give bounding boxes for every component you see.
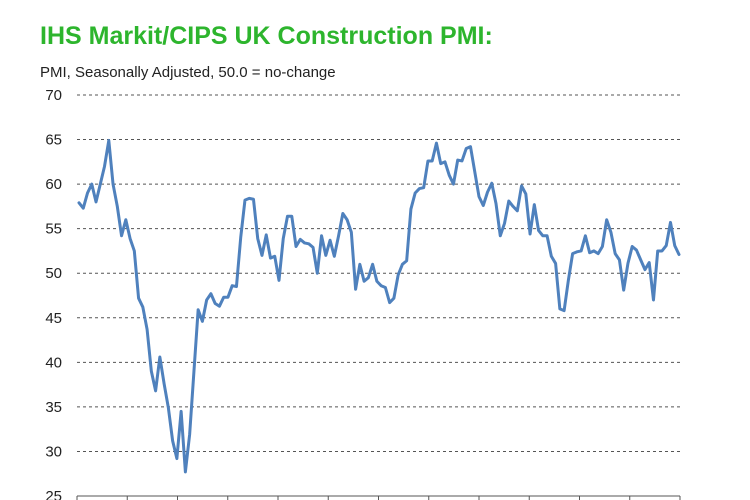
series-line [77, 138, 681, 474]
x-axis [76, 495, 681, 500]
y-tick-label: 60 [45, 176, 62, 193]
y-tick-label: 65 [45, 132, 62, 149]
series-group [77, 138, 681, 474]
y-tick-label: 35 [45, 399, 62, 416]
y-axis-tick-labels: 25 30 35 40 45 50 55 60 65 70 [45, 87, 62, 500]
gridlines [77, 94, 680, 497]
y-tick-label: 30 [45, 443, 62, 460]
y-tick-label: 45 [45, 310, 62, 327]
chart-subtitle: PMI, Seasonally Adjusted, 50.0 = no-chan… [40, 64, 336, 81]
y-tick-label: 50 [45, 265, 62, 282]
y-tick-label: 70 [45, 87, 62, 104]
y-tick-label: 40 [45, 354, 62, 371]
y-tick-label: 25 [45, 488, 62, 500]
chart-title: IHS Markit/CIPS UK Construction PMI: [40, 22, 493, 50]
y-tick-label: 55 [45, 221, 62, 238]
